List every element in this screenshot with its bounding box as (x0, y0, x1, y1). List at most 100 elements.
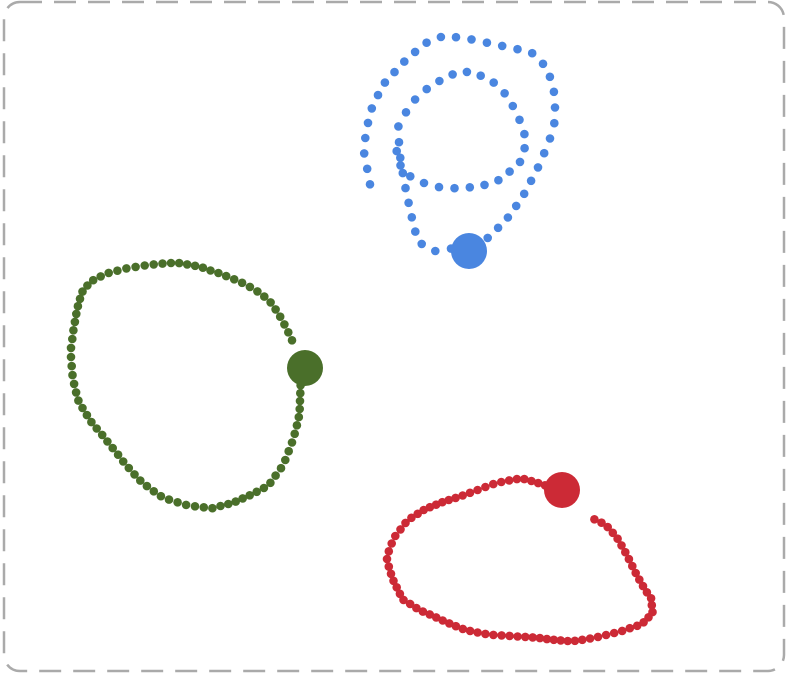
blue-trail-dot (434, 182, 444, 192)
blue-trail-dot (407, 213, 417, 222)
green-trail-dot (190, 502, 200, 511)
red-trail-dot (631, 568, 640, 578)
red-trail-dot (521, 632, 530, 642)
green-trail-dot (214, 268, 223, 278)
blue-trail-dot (411, 227, 420, 236)
blue-trail-dot (494, 175, 503, 185)
blue-trail-dot (380, 78, 390, 87)
red-trail-dot (418, 607, 428, 616)
green-trail-dot (199, 503, 209, 512)
red-trail-dot (590, 515, 599, 524)
green-trail-dot (281, 455, 290, 465)
red-trail-dot (638, 581, 648, 591)
green-head-marker[interactable] (287, 350, 323, 386)
blue-trail-dot (390, 67, 399, 77)
green-trail-dot (97, 430, 107, 440)
red-trail-dot (497, 631, 506, 640)
green-trail-dot (276, 463, 286, 473)
green-trail-dot (287, 438, 297, 447)
green-trail-dot (208, 503, 217, 513)
blue-trail-dot (493, 223, 503, 233)
red-trail-dot (597, 518, 606, 527)
green-trail-dot (122, 264, 131, 273)
blue-trail-dot (508, 101, 518, 111)
blue-trail-dot (406, 172, 415, 181)
blue-trail-dot (462, 67, 472, 77)
green-trail-dot (259, 483, 269, 493)
green-trail-dot (284, 446, 294, 456)
red-trail-dot (628, 561, 637, 571)
blue-head-marker[interactable] (451, 233, 487, 269)
blue-trail-dot (401, 108, 411, 117)
blue-trail-dot (550, 118, 559, 128)
red-trail-dot (451, 621, 461, 631)
blue-trail-dot (365, 180, 375, 189)
blue-trail-dot (392, 146, 402, 156)
red-trail-dot (556, 636, 565, 645)
blue-trail-dot (545, 72, 555, 82)
green-trail-dot (104, 268, 113, 278)
red-trail-dot (621, 547, 630, 557)
green-trail-dot (68, 370, 77, 380)
red-trail-dot (389, 576, 398, 586)
red-trail-dot (648, 607, 657, 617)
blue-trail-dot (422, 38, 431, 47)
red-trail-dot (513, 632, 522, 641)
blue-trail-dot (489, 78, 499, 87)
blue-trail-dot (410, 47, 420, 57)
red-trail-dot (384, 562, 394, 571)
green-trail-dot (253, 287, 262, 296)
green-trail-dot (71, 388, 81, 397)
blue-trail-dot (419, 178, 429, 188)
green-trail-dot (287, 336, 297, 345)
blue-trail-dot (480, 180, 489, 190)
blue-trail-dot (400, 57, 409, 66)
green-trail-dot (173, 498, 182, 507)
green-trail-dot (136, 476, 145, 485)
blue-trail-dot (511, 201, 521, 211)
blue-trail-dot (396, 161, 405, 170)
blue-trail-dot (394, 137, 404, 147)
red-trail-dot (585, 634, 595, 643)
green-trail-dot (164, 495, 174, 504)
green-trail-dot (221, 271, 231, 281)
red-trail-dot (407, 513, 416, 523)
green-trail-dot (166, 258, 176, 268)
blue-trail-dot (500, 89, 509, 98)
red-trail-dot (578, 635, 587, 645)
blue-trail-dot (401, 183, 410, 193)
blue-trail-dot (476, 71, 486, 80)
green-trail-dot (66, 352, 76, 362)
green-trail-dot (124, 463, 134, 473)
red-trail-dot (386, 569, 396, 579)
red-head-marker[interactable] (544, 472, 580, 508)
green-trail-dot (149, 487, 159, 496)
blue-trail-dot (538, 59, 548, 69)
red-trail-dot (593, 632, 603, 642)
green-trail-dot (149, 260, 158, 269)
green-trail-dot (271, 471, 280, 480)
green-trail-dot (266, 478, 275, 488)
blue-trail-dot (435, 76, 444, 86)
green-trail-dot (74, 396, 83, 405)
green-trail-dot (231, 497, 240, 506)
green-trail-dot (70, 317, 80, 327)
blue-trail-dot (533, 163, 543, 172)
red-trail-dot (425, 610, 435, 619)
red-trail-dot (391, 531, 400, 541)
green-trail-dot (275, 312, 285, 322)
red-trail-dot (473, 485, 482, 495)
green-trail-dot (75, 294, 85, 304)
blue-trail (359, 32, 560, 269)
blue-trail-dot (513, 44, 522, 54)
red-trail-dot (613, 534, 622, 543)
red-trail-dot (405, 599, 415, 609)
red-trail-dot (563, 636, 572, 646)
blue-trail-dot (545, 134, 555, 143)
red-trail-dot (481, 629, 490, 639)
red-trail-dot (646, 594, 656, 603)
green-trail-dot (78, 287, 87, 296)
green-trail-dot (131, 262, 140, 272)
red-trail-dot (527, 476, 536, 486)
